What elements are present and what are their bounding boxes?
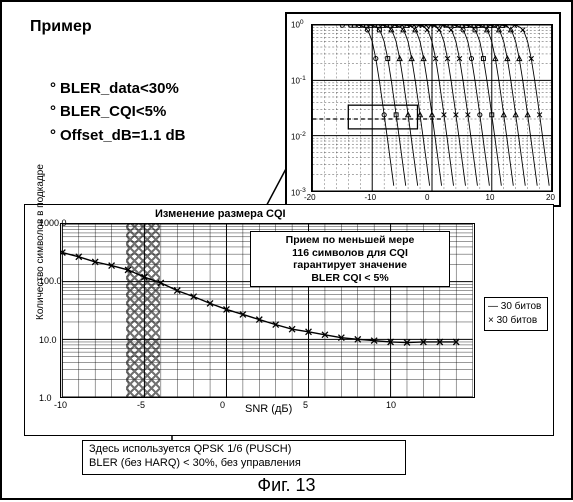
legend-pts: × 30 битов [488,314,544,328]
footnote-box: Здесь используется QPSK 1/6 (PUSCH)BLER … [82,440,406,475]
annotation-bler-cqi: Прием по меньшей мере116 символов для CQ… [250,231,450,287]
bullet-bler-cqi: BLER_CQI<5% [50,100,185,123]
cqi-change-label: Изменение размера CQI [155,208,286,220]
example-title: Пример [30,18,92,36]
bullet-offset-db: Offset_dB=1.1 dB [50,124,185,147]
main-x-axis-label: SNR (дБ) [245,403,292,415]
figure-caption: Фиг. 13 [2,475,571,496]
legend-line: — 30 битов [488,300,544,314]
main-y-axis-label: Количество символов в подкадре [35,164,46,320]
bullet-bler-data: BLER_data<30% [50,77,185,100]
inset-chart-frame: 10-310-210-1100 -20-1001020 [285,12,561,207]
inset-chart-plot [311,24,553,192]
legend: — 30 битов × 30 битов [484,297,548,331]
criteria-list: BLER_data<30% BLER_CQI<5% Offset_dB=1.1 … [10,77,185,147]
main-chart-frame: Изменение размера CQI Количество символо… [24,204,554,436]
highlight-band [126,223,159,398]
